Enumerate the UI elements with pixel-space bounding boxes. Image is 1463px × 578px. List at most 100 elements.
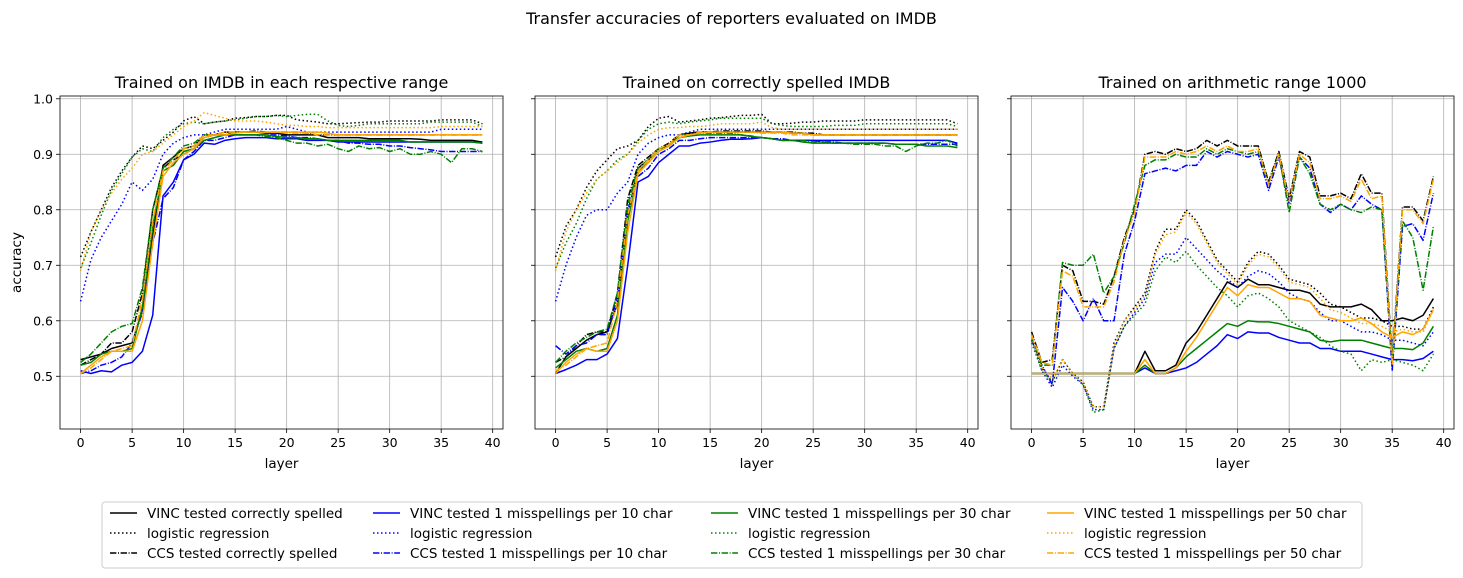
- panels: 0 5 10 15 20 25 30 35 40 0.5 0.6 0.7 0.8 0.9 1.0 Traine…: [9, 73, 1455, 472]
- series-line-7: [1031, 320, 1435, 375]
- panel-title: Trained on IMDB in each respective range: [114, 73, 449, 92]
- x-tick-label: 10: [1127, 435, 1143, 450]
- legend-label: CCS tested correctly spelled: [147, 546, 337, 562]
- series-line-7: [80, 134, 483, 366]
- x-tick-label: 30: [382, 435, 398, 450]
- series-line-11: [1030, 211, 1435, 408]
- series-group: [79, 111, 483, 375]
- series-group: [1030, 139, 1435, 414]
- y-tick-label: 0.6: [33, 313, 53, 328]
- x-tick-label: 40: [960, 435, 976, 450]
- legend-label: logistic regression: [410, 526, 532, 542]
- series-line-1: [554, 131, 958, 374]
- x-tick-label: 35: [433, 435, 449, 450]
- x-tick-label: 30: [1333, 435, 1349, 450]
- legend-label: VINC tested 1 misspellings per 10 char: [410, 506, 673, 522]
- series-line-3: [80, 130, 483, 366]
- legend-label: VINC tested correctly spelled: [147, 506, 343, 522]
- panel-title: Trained on correctly spelled IMDB: [622, 73, 891, 92]
- x-tick-label: 40: [1436, 435, 1452, 450]
- x-tick-label: 40: [485, 435, 501, 450]
- series-line-8: [1030, 250, 1435, 414]
- y-tick-label: 0.9: [33, 147, 53, 162]
- series-line-2: [1030, 209, 1435, 408]
- series-line-8: [79, 113, 483, 269]
- series-line-2: [79, 114, 483, 258]
- legend-label: VINC tested 1 misspellings per 30 char: [748, 506, 1011, 522]
- series-line-12: [1030, 145, 1435, 366]
- legend-entry: CCS tested correctly spelled: [110, 546, 337, 562]
- legend-entry: logistic regression: [1047, 526, 1206, 542]
- figure-suptitle: Transfer accuracies of reporters evaluat…: [525, 9, 937, 28]
- x-axis-label: layer: [265, 456, 299, 472]
- legend-label: logistic regression: [1084, 526, 1206, 542]
- x-tick-label: 5: [128, 435, 136, 450]
- x-tick-label: 20: [279, 435, 295, 450]
- series-line-12: [80, 131, 483, 375]
- y-tick-label: 1.0: [33, 91, 53, 106]
- x-tick-label: 10: [176, 435, 192, 450]
- x-tick-label: 15: [1178, 435, 1194, 450]
- legend-label: logistic regression: [147, 526, 269, 542]
- series-line-7: [555, 134, 958, 369]
- legend-entry: VINC tested 1 misspellings per 10 char: [373, 506, 673, 522]
- x-tick-label: 0: [552, 435, 560, 450]
- series-line-6: [1030, 150, 1435, 386]
- legend-entry: logistic regression: [110, 526, 269, 542]
- x-tick-label: 25: [805, 435, 821, 450]
- x-tick-label: 0: [77, 435, 85, 450]
- legend-entry: logistic regression: [711, 526, 870, 542]
- x-tick-label: 30: [857, 435, 873, 450]
- series-line-4: [80, 136, 483, 375]
- series-line-5: [554, 128, 958, 302]
- series-line-3: [1030, 139, 1435, 364]
- legend-label: CCS tested 1 misspellings per 30 char: [748, 546, 1006, 562]
- y-tick-label: 0.5: [33, 369, 53, 384]
- x-axis-label: layer: [1216, 456, 1250, 472]
- series-line-6: [80, 134, 483, 375]
- x-axis-label: layer: [740, 456, 774, 472]
- x-tick-label: 10: [651, 435, 667, 450]
- legend-entry: VINC tested correctly spelled: [110, 506, 343, 522]
- axes-frame: [59, 95, 504, 430]
- legend-entry: CCS tested 1 misspellings per 50 char: [1047, 546, 1342, 562]
- series-line-9: [80, 134, 483, 363]
- series-line-8: [554, 117, 958, 269]
- legend-entry: VINC tested 1 misspellings per 50 char: [1047, 506, 1347, 522]
- series-line-10: [555, 131, 958, 375]
- series-line-5: [79, 125, 483, 302]
- x-tick-label: 15: [227, 435, 243, 450]
- legend-label: CCS tested 1 misspellings per 50 char: [1084, 546, 1342, 562]
- axes-frame: [1010, 95, 1455, 430]
- series-line-10: [80, 131, 483, 375]
- panel-1: 0 5 10 15 20 25 30 35 40 0.5 0.6 0.7 0.8 0.9 1.0 Traine…: [9, 73, 504, 472]
- panel-title: Trained on arithmetic range 1000: [1097, 73, 1366, 92]
- series-line-9: [1030, 147, 1435, 366]
- x-tick-label: 15: [702, 435, 718, 450]
- panel-3: 0 5 10 15 20 25 30 35 40 Trained on arithmetic ra…: [1007, 73, 1455, 472]
- series-line-4: [555, 136, 958, 375]
- axes-frame: [534, 95, 979, 430]
- x-tick-label: 20: [1230, 435, 1246, 450]
- series-line-12: [555, 131, 958, 372]
- x-tick-label: 5: [1079, 435, 1087, 450]
- y-axis-label: accuracy: [9, 232, 25, 293]
- series-line-9: [555, 132, 958, 363]
- x-tick-label: 35: [908, 435, 924, 450]
- legend-label: logistic regression: [748, 526, 870, 542]
- x-tick-label: 25: [1281, 435, 1297, 450]
- series-line-4: [1031, 331, 1434, 375]
- legend-label: CCS tested 1 misspellings per 10 char: [410, 546, 668, 562]
- x-tick-label: 5: [603, 435, 611, 450]
- x-tick-label: 20: [754, 435, 770, 450]
- series-line-10: [1031, 283, 1435, 375]
- legend-entry: logistic regression: [373, 526, 532, 542]
- legend: VINC tested correctly spelled logistic re…: [101, 501, 1363, 569]
- legend-label: VINC tested 1 misspellings per 50 char: [1084, 506, 1347, 522]
- legend-frame: [101, 501, 1363, 569]
- series-line-5: [1030, 236, 1435, 411]
- series-line-2: [554, 113, 958, 258]
- legend-entry: CCS tested 1 misspellings per 10 char: [373, 546, 668, 562]
- x-tick-label: 0: [1028, 435, 1036, 450]
